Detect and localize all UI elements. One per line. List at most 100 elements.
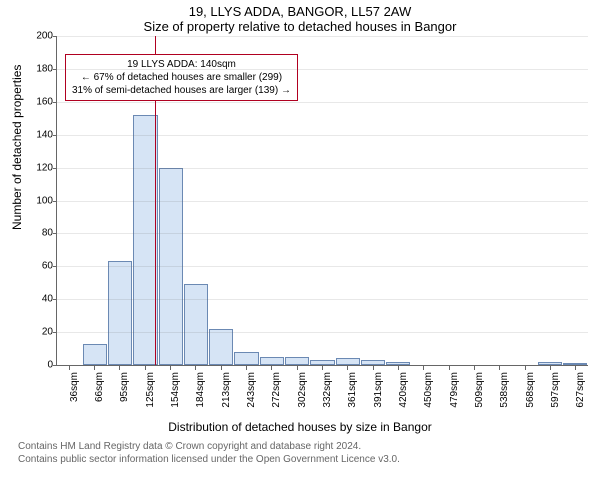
footer-line2: Contains public sector information licen…	[18, 453, 588, 466]
callout-line3: 31% of semi-detached houses are larger (…	[72, 84, 291, 97]
y-tick-label: 0	[27, 360, 53, 371]
grid-line	[57, 168, 588, 169]
grid-line	[57, 332, 588, 333]
x-tick-mark	[297, 366, 298, 370]
plot-region: 19 LLYS ADDA: 140sqm ← 67% of detached h…	[56, 36, 588, 366]
x-tick-mark	[69, 366, 70, 370]
grid-line	[57, 135, 588, 136]
grid-line	[57, 299, 588, 300]
x-tick-label: 243sqm	[246, 372, 257, 408]
x-tick-mark	[525, 366, 526, 370]
histogram-bar	[234, 352, 258, 365]
histogram-bar	[209, 329, 233, 365]
y-tick-mark	[53, 233, 57, 234]
x-axis-label: Distribution of detached houses by size …	[0, 420, 600, 434]
x-tick-label: 538sqm	[499, 372, 510, 408]
y-tick-label: 140	[27, 129, 53, 140]
histogram-bar	[83, 344, 107, 365]
x-tick-slot: 538sqm	[487, 366, 512, 416]
callout-line2: ← 67% of detached houses are smaller (29…	[72, 71, 291, 84]
x-tick-slot: 361sqm	[335, 366, 360, 416]
x-tick-mark	[221, 366, 222, 370]
histogram-bar	[310, 360, 334, 365]
x-tick-label: 184sqm	[195, 372, 206, 408]
y-axis-label: Number of detached properties	[10, 65, 24, 230]
x-tick-slot: 184sqm	[183, 366, 208, 416]
y-tick-label: 200	[27, 31, 53, 42]
x-tick-slot: 302sqm	[284, 366, 309, 416]
grid-line	[57, 102, 588, 103]
x-tick-mark	[271, 366, 272, 370]
x-tick-mark	[423, 366, 424, 370]
x-tick-label: 568sqm	[525, 372, 536, 408]
x-tick-label: 154sqm	[170, 372, 181, 408]
x-tick-mark	[322, 366, 323, 370]
x-tick-label: 213sqm	[221, 372, 232, 408]
y-tick-label: 40	[27, 294, 53, 305]
x-tick-mark	[449, 366, 450, 370]
y-tick-label: 120	[27, 162, 53, 173]
histogram-bar	[108, 261, 132, 365]
grid-line	[57, 36, 588, 37]
x-tick-slot: 509sqm	[461, 366, 486, 416]
x-tick-mark	[373, 366, 374, 370]
grid-line	[57, 266, 588, 267]
y-tick-label: 160	[27, 96, 53, 107]
x-tick-slot: 154sqm	[157, 366, 182, 416]
x-tick-slot: 213sqm	[208, 366, 233, 416]
x-tick-slot: 627sqm	[563, 366, 588, 416]
x-tick-mark	[195, 366, 196, 370]
x-tick-slot: 479sqm	[436, 366, 461, 416]
y-tick-label: 100	[27, 195, 53, 206]
y-tick-mark	[53, 102, 57, 103]
x-tick-mark	[170, 366, 171, 370]
x-tick-slot: 243sqm	[233, 366, 258, 416]
x-tick-mark	[145, 366, 146, 370]
y-tick-label: 60	[27, 261, 53, 272]
footer-line1: Contains HM Land Registry data © Crown c…	[18, 440, 588, 453]
x-tick-label: 95sqm	[119, 372, 130, 402]
y-tick-mark	[53, 266, 57, 267]
x-tick-slot: 66sqm	[81, 366, 106, 416]
y-tick-mark	[53, 69, 57, 70]
x-tick-mark	[94, 366, 95, 370]
y-tick-mark	[53, 332, 57, 333]
x-tick-label: 627sqm	[575, 372, 586, 408]
grid-line	[57, 201, 588, 202]
x-tick-label: 479sqm	[449, 372, 460, 408]
x-tick-slot: 568sqm	[512, 366, 537, 416]
x-tick-label: 450sqm	[423, 372, 434, 408]
x-tick-label: 361sqm	[347, 372, 358, 408]
x-ticks-container: 36sqm 66sqm 95sqm 125sqm 154sqm 184sqm 213sqm 2…	[56, 366, 588, 416]
x-tick-label: 66sqm	[94, 372, 105, 402]
x-tick-label: 36sqm	[69, 372, 80, 402]
histogram-bar	[285, 357, 309, 365]
x-tick-slot: 95sqm	[107, 366, 132, 416]
histogram-bar	[184, 284, 208, 365]
x-tick-label: 597sqm	[550, 372, 561, 408]
page-title: 19, LLYS ADDA, BANGOR, LL57 2AW	[0, 0, 600, 19]
histogram-bar	[336, 358, 360, 365]
x-tick-label: 302sqm	[297, 372, 308, 408]
y-tick-mark	[53, 201, 57, 202]
histogram-bar	[361, 360, 385, 365]
x-tick-label: 125sqm	[145, 372, 156, 408]
x-tick-mark	[550, 366, 551, 370]
grid-line	[57, 69, 588, 70]
x-tick-slot: 597sqm	[537, 366, 562, 416]
x-tick-mark	[119, 366, 120, 370]
histogram-bar	[563, 363, 587, 365]
x-tick-mark	[246, 366, 247, 370]
y-tick-mark	[53, 36, 57, 37]
x-tick-slot: 450sqm	[411, 366, 436, 416]
x-tick-label: 332sqm	[322, 372, 333, 408]
histogram-bar	[538, 362, 562, 365]
y-tick-label: 20	[27, 327, 53, 338]
x-tick-slot: 125sqm	[132, 366, 157, 416]
x-tick-mark	[499, 366, 500, 370]
x-tick-slot: 272sqm	[259, 366, 284, 416]
callout-box: 19 LLYS ADDA: 140sqm ← 67% of detached h…	[65, 54, 298, 101]
x-tick-mark	[347, 366, 348, 370]
x-tick-mark	[398, 366, 399, 370]
y-tick-label: 80	[27, 228, 53, 239]
